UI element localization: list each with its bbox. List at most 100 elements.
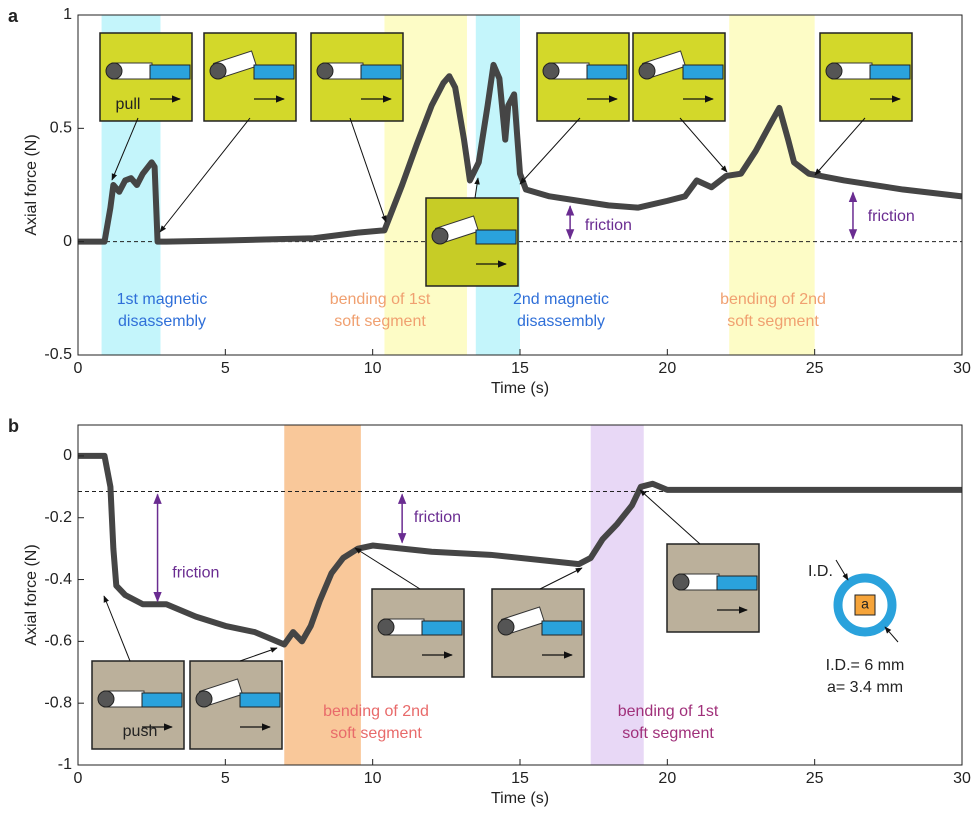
figure: 1st magnetic disassembly bending of 1st sof… [0, 0, 975, 820]
span-label: 1st magnetic [117, 291, 208, 308]
catheter [361, 65, 401, 79]
square-a-label: a [861, 596, 869, 612]
inset-image [820, 33, 912, 121]
y-tick-label: -1 [58, 756, 72, 773]
panel-label: b [8, 416, 19, 436]
catheter [717, 576, 757, 590]
y-tick-label: 0 [63, 447, 72, 464]
magnet-head [378, 619, 394, 635]
x-tick-label: 15 [511, 770, 529, 787]
x-tick-label: 0 [74, 360, 83, 377]
callout-arrow [104, 596, 130, 661]
y-tick-label: 0.5 [50, 120, 72, 137]
span-label: bending of 1st [330, 291, 431, 308]
catheter [683, 65, 723, 79]
magnet-head [98, 691, 114, 707]
x-tick-label: 30 [953, 770, 971, 787]
inset-image [372, 589, 464, 677]
catheter [870, 65, 910, 79]
span-label: disassembly [517, 313, 605, 330]
span-label: soft segment [727, 313, 819, 330]
magnet-head [498, 619, 514, 635]
callout-arrow [240, 648, 277, 661]
x-axis-label: Time (s) [491, 380, 549, 397]
x-tick-label: 0 [74, 770, 83, 787]
y-tick-label: -0.8 [44, 694, 72, 711]
y-tick-label: 1 [63, 6, 72, 23]
magnet-head [543, 63, 559, 79]
catheter [422, 621, 462, 635]
inset-text: push [123, 723, 158, 740]
magnet-head [210, 63, 226, 79]
span-label: soft segment [330, 725, 422, 742]
inset-image [537, 33, 629, 121]
x-tick-label: 10 [364, 360, 382, 377]
inset-image [426, 198, 518, 286]
x-tick-label: 10 [364, 770, 382, 787]
inset-image [190, 661, 282, 749]
callout-arrow [160, 118, 250, 232]
span-label: soft segment [622, 725, 714, 742]
callout-arrow [815, 118, 865, 175]
catheter [142, 693, 182, 707]
inset-image [492, 589, 584, 677]
magnet-head [432, 228, 448, 244]
x-tick-label: 5 [221, 360, 230, 377]
x-tick-label: 20 [658, 360, 676, 377]
x-tick-label: 5 [221, 770, 230, 787]
catheter [542, 621, 582, 635]
x-axis-label: Time (s) [491, 790, 549, 807]
inset-image [667, 544, 759, 632]
id-label: I.D. [808, 563, 833, 580]
x-tick-label: 25 [806, 770, 824, 787]
friction-label: friction [868, 208, 915, 225]
friction-label: friction [585, 217, 632, 234]
callout-arrow [540, 568, 582, 589]
y-tick-label: -0.5 [44, 346, 72, 363]
y-axis-label: Axial force (N) [23, 544, 40, 645]
magnet-head [826, 63, 842, 79]
catheter [150, 65, 190, 79]
magnet-head [106, 63, 122, 79]
callout-arrow [640, 490, 700, 544]
callout-arrow [350, 118, 386, 222]
id-arrow [836, 560, 848, 580]
y-tick-label: -0.6 [44, 633, 72, 650]
span-label: soft segment [334, 313, 426, 330]
y-tick-label: 0 [63, 233, 72, 250]
inset-image [204, 33, 296, 121]
catheter [587, 65, 627, 79]
inset-text: pull [116, 96, 141, 113]
callout-arrow [355, 548, 420, 589]
inset-image [311, 33, 403, 121]
span-label: bending of 1st [618, 703, 719, 720]
inset-image [633, 33, 725, 121]
catheter [254, 65, 294, 79]
y-tick-label: -0.2 [44, 509, 72, 526]
inset-image [100, 33, 192, 121]
x-tick-label: 15 [511, 360, 529, 377]
x-tick-label: 30 [953, 360, 971, 377]
magnet-head [639, 63, 655, 79]
callout-arrow [520, 118, 580, 184]
catheter [476, 230, 516, 244]
friction-label: friction [414, 509, 461, 526]
x-tick-label: 25 [806, 360, 824, 377]
id-arrow [885, 627, 898, 642]
y-tick-label: -0.4 [44, 571, 72, 588]
span-label: bending of 2nd [323, 703, 429, 720]
magnet-head [673, 574, 689, 590]
magnet-head [317, 63, 333, 79]
friction-label: friction [172, 565, 219, 582]
ring-caption: a= 3.4 mm [827, 679, 903, 696]
magnet-head [196, 691, 212, 707]
x-tick-label: 20 [658, 770, 676, 787]
y-axis-label: Axial force (N) [23, 134, 40, 235]
panel-label: a [8, 6, 19, 26]
span-label: 2nd magnetic [513, 291, 609, 308]
span-label: disassembly [118, 313, 206, 330]
callout-arrow [680, 118, 727, 172]
span-label: bending of 2nd [720, 291, 826, 308]
catheter [240, 693, 280, 707]
ring-caption: I.D.= 6 mm [826, 657, 905, 674]
